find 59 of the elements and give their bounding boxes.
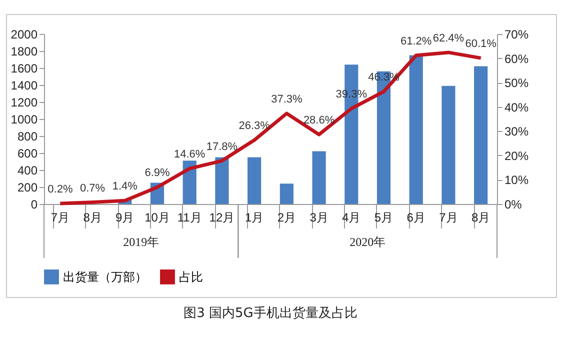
legend-label: 出货量（万部） xyxy=(63,270,147,284)
text: 图3 国内5G手机出货量及占比 xyxy=(184,306,358,321)
data-label: 61.2% xyxy=(400,35,432,48)
x-tick-label: 5月 xyxy=(374,210,394,224)
y-tick-label: 800 xyxy=(17,130,38,144)
y2-tick-label: 40% xyxy=(504,100,529,114)
y2-tick-label: 70% xyxy=(504,28,529,42)
y-tick-label: 600 xyxy=(17,146,38,160)
x-tick-label: 7月 xyxy=(439,210,458,224)
data-label: 62.4% xyxy=(432,32,464,44)
y-tick-label: 0 xyxy=(30,198,38,212)
y-tick-label: 200 xyxy=(17,180,38,194)
text: 2019年 xyxy=(123,235,160,249)
y2-tick-label: 30% xyxy=(504,124,529,139)
x-tick-label: 9月 xyxy=(116,210,134,224)
data-label: 6.9% xyxy=(144,167,170,180)
bar xyxy=(312,151,326,204)
bar xyxy=(442,86,456,204)
data-label: 60.1% xyxy=(465,38,497,50)
bar xyxy=(182,160,196,204)
legend-label: 占比 xyxy=(179,270,203,284)
data-label: 17.8% xyxy=(206,140,238,153)
data-label: 28.6% xyxy=(303,114,335,127)
bar xyxy=(215,157,229,204)
bar xyxy=(474,66,488,204)
bar xyxy=(280,184,294,204)
data-label: 26.3% xyxy=(238,120,270,132)
x-tick-label: 6月 xyxy=(406,210,426,224)
x-tick-label: 12月 xyxy=(209,210,235,224)
y2-tick-label: 0% xyxy=(504,198,522,212)
y-tick-label: 1000 xyxy=(10,112,38,126)
x-tick-label: 8月 xyxy=(471,210,490,224)
y2-tick-label: 50% xyxy=(504,76,529,90)
y2-tick-label: 10% xyxy=(504,173,529,188)
y-tick-label: 1600 xyxy=(10,62,38,76)
bar xyxy=(248,157,262,204)
data-label: 1.4% xyxy=(112,180,138,193)
y-tick-label: 1800 xyxy=(10,44,38,58)
bar xyxy=(409,55,423,204)
x-tick-label: 10月 xyxy=(144,210,170,224)
data-label: 14.6% xyxy=(174,148,206,161)
data-label: 0.7% xyxy=(80,182,106,194)
y-tick-label: 400 xyxy=(17,164,38,178)
data-label: 37.3% xyxy=(271,93,302,106)
data-label: 46.3% xyxy=(368,72,400,84)
x-tick-label: 4月 xyxy=(342,210,361,224)
y-tick-label: 1200 xyxy=(10,96,38,110)
y-tick-label: 2000 xyxy=(10,28,38,42)
x-tick-label: 7月 xyxy=(50,210,70,224)
x-tick-label: 11月 xyxy=(177,210,202,224)
x-tick-label: 3月 xyxy=(310,210,328,224)
x-tick-label: 8月 xyxy=(83,210,102,224)
text: 2020年 xyxy=(350,235,386,249)
x-tick-label: 2月 xyxy=(277,210,296,224)
y2-tick-label: 20% xyxy=(504,148,529,163)
data-label: 0.2% xyxy=(48,184,73,196)
y-tick-label: 1400 xyxy=(10,78,38,92)
y2-tick-label: 60% xyxy=(504,52,529,66)
x-tick-label: 1月 xyxy=(244,210,264,224)
